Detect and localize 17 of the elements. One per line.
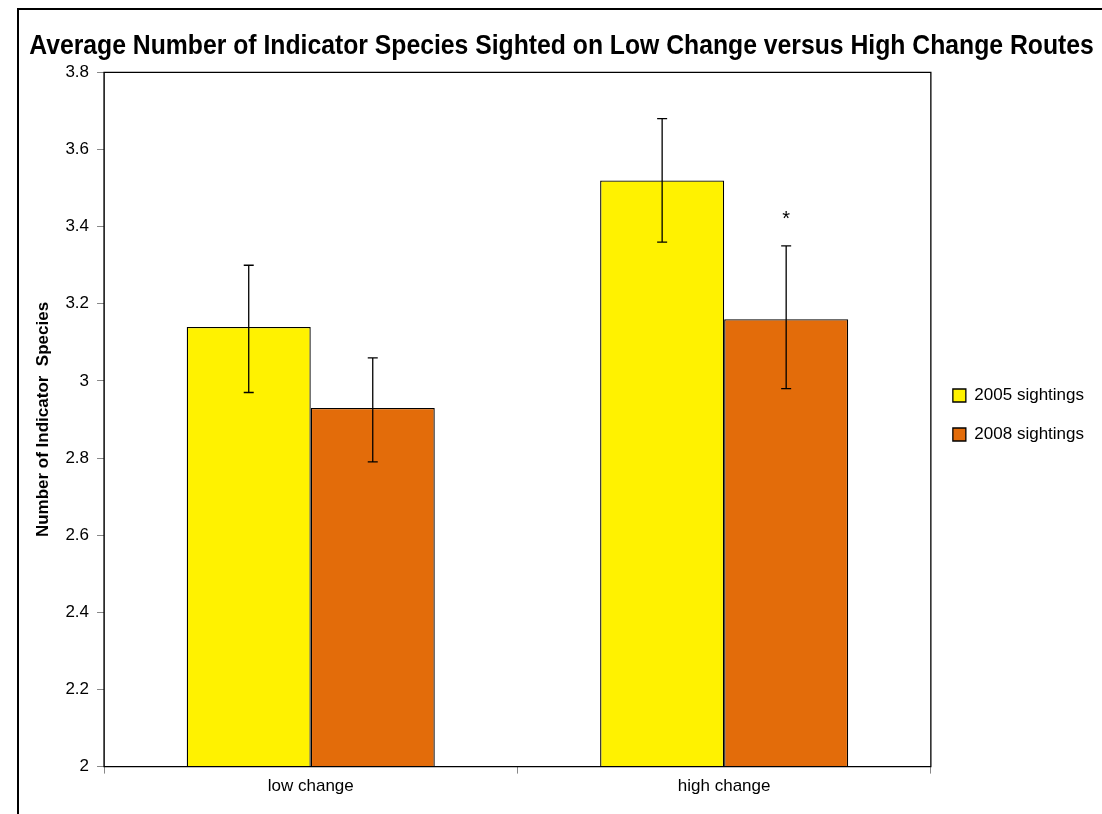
legend-label: 2008 sightings [974,424,1084,444]
annotation: * [782,206,791,229]
y-tick-label: 2.2 [65,679,90,699]
legend-label: 2005 sightings [974,385,1084,405]
y-tick-label: 3.8 [65,62,90,82]
y-tick-label: 2.4 [65,602,90,622]
y-tick-label: 2 [79,756,90,776]
x-tick-label: low change [267,776,354,796]
y-tick-label: 2.8 [65,447,90,467]
y-tick-label: 2.6 [65,524,90,544]
y-tick-label: 3.6 [65,139,90,159]
chart-title: Average Number of Indicator Species Sighted on Low Change versus High Change Routes [29,29,1094,59]
y-tick-label: 3.2 [65,293,90,313]
y-tick-label: 3.4 [65,216,90,236]
y-axis-title: Number of Indicator Species [32,301,52,538]
x-tick-label: high change [677,776,771,796]
y-tick-label: 3 [79,370,90,390]
